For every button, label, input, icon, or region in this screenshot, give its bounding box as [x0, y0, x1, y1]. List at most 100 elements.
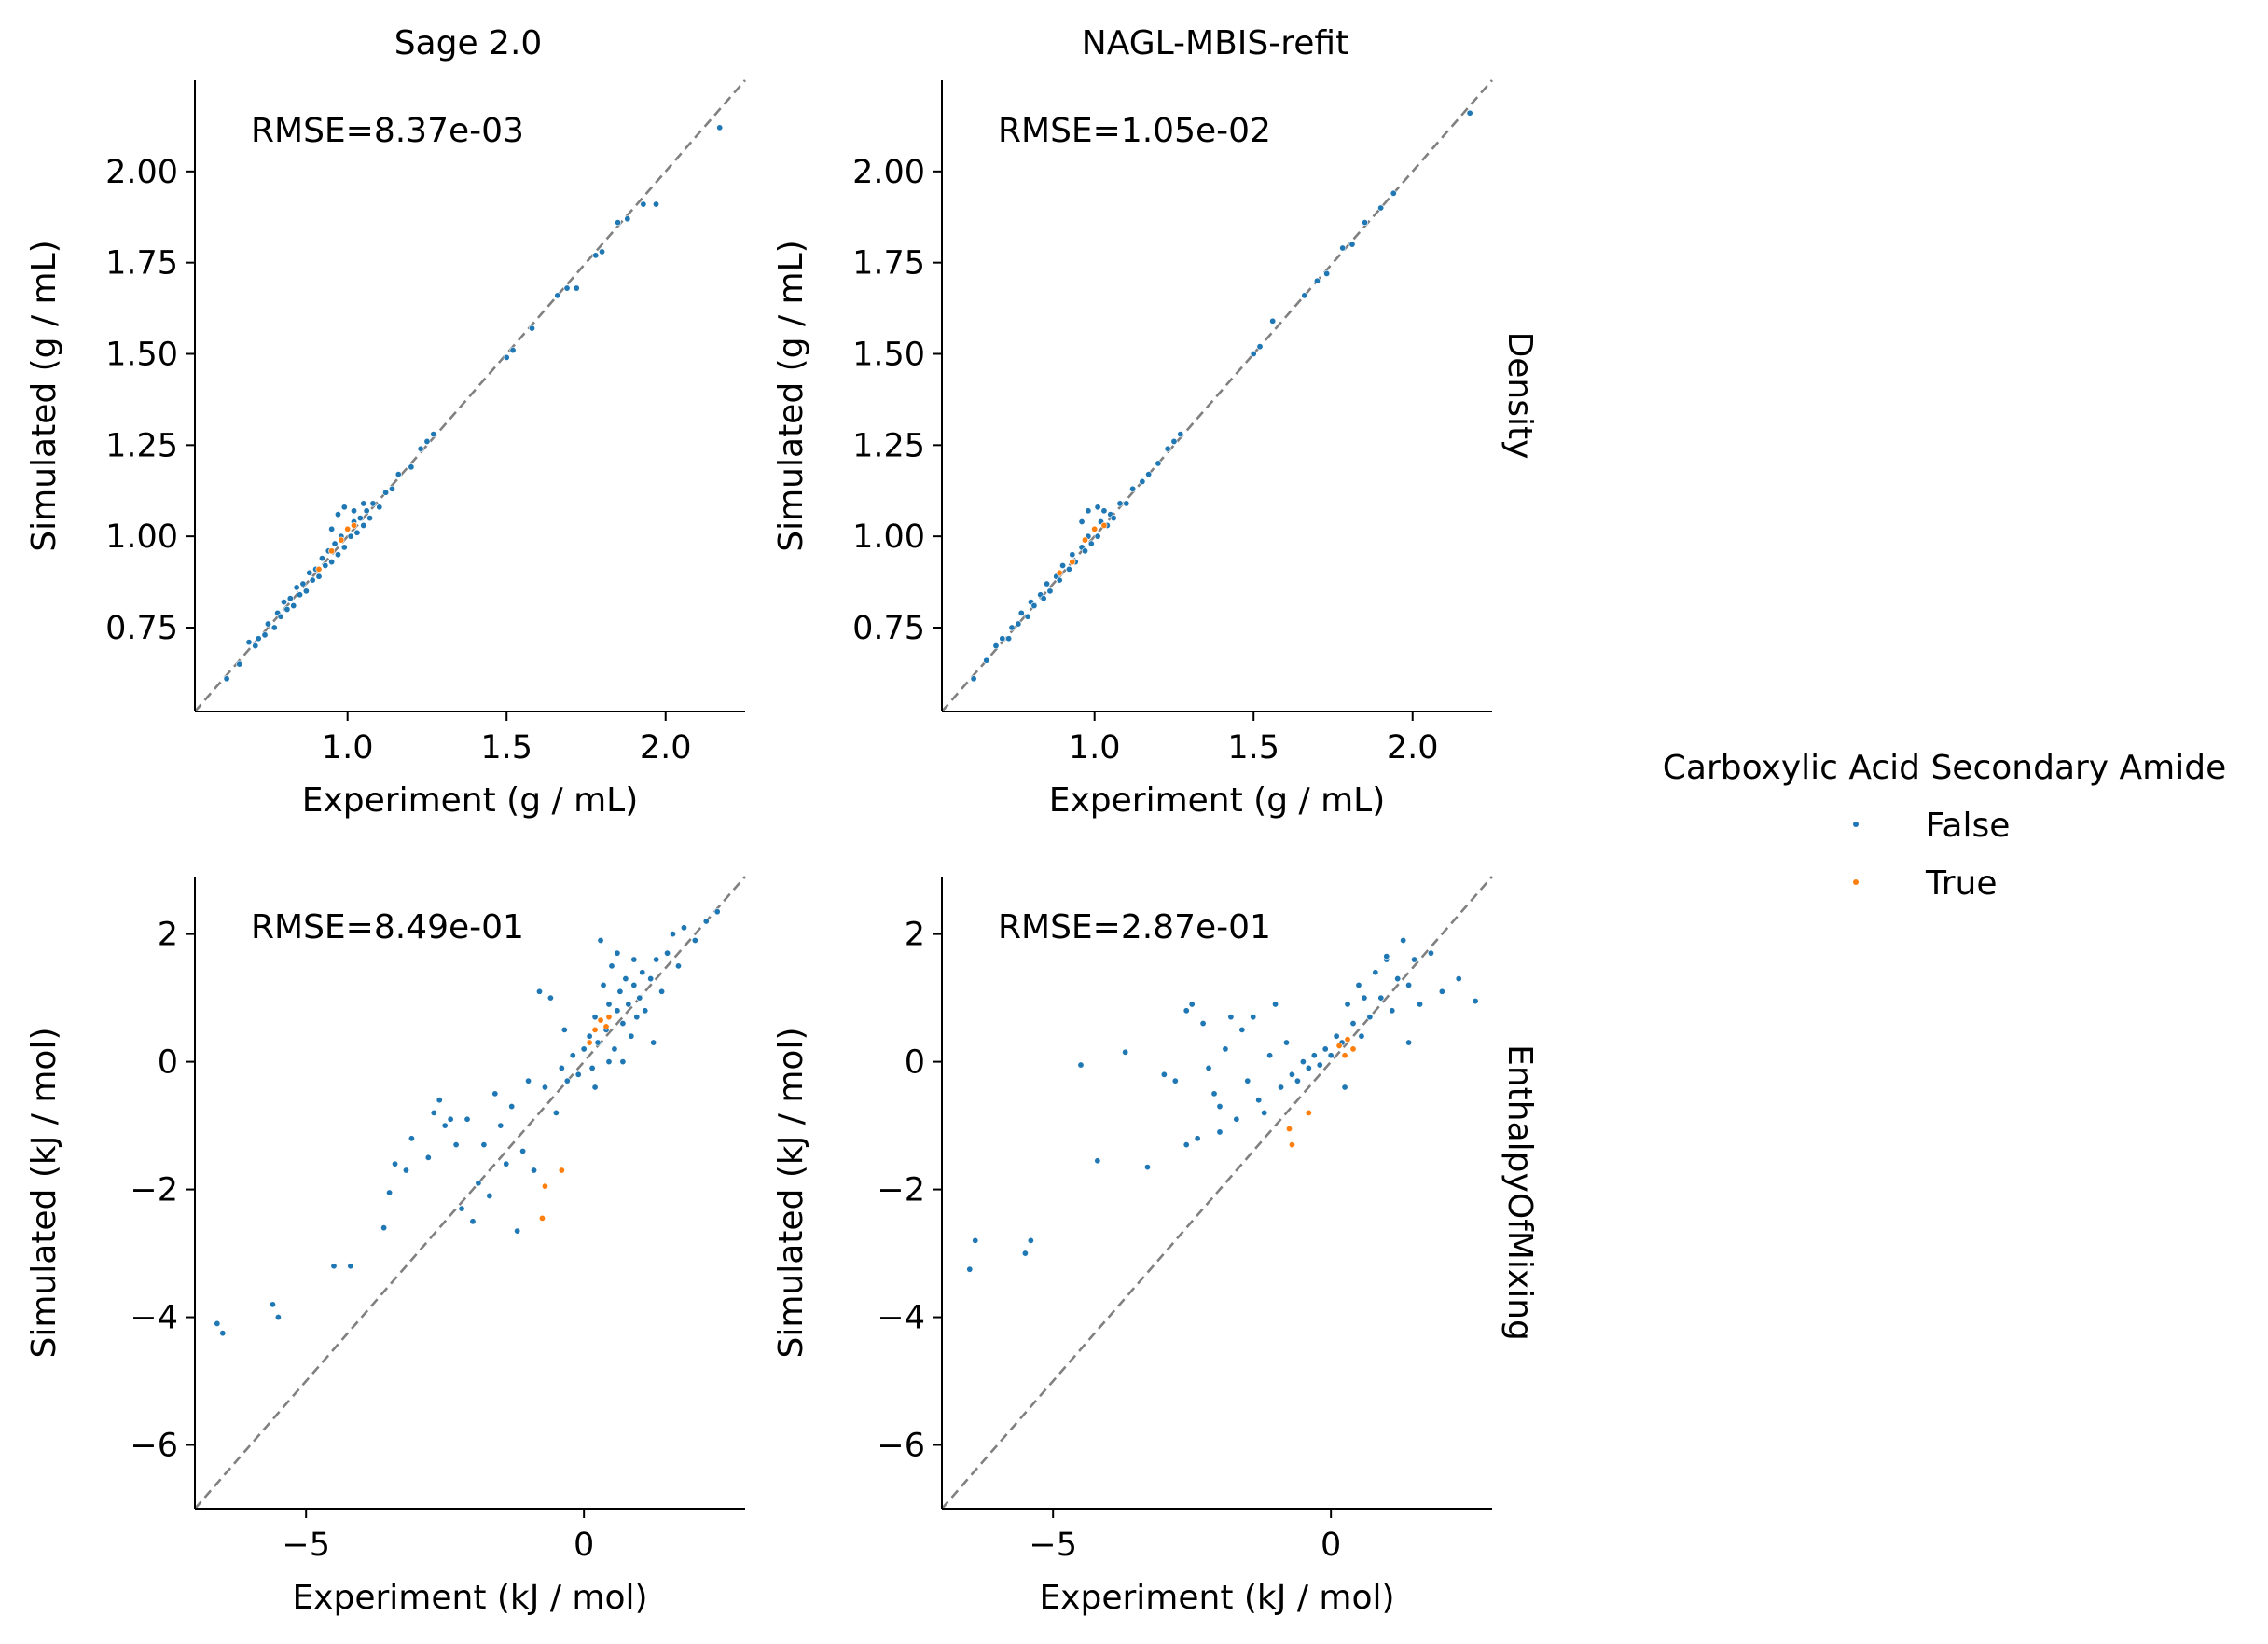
data-point [1349, 1045, 1357, 1053]
data-point [1316, 1061, 1323, 1069]
data-point [1466, 109, 1473, 117]
data-point [605, 1058, 613, 1066]
identity-line [941, 79, 1493, 712]
legend-title: Carboxylic Acid Secondary Amide [1663, 749, 2227, 787]
data-point [1244, 1077, 1252, 1084]
data-point [622, 975, 629, 983]
data-point [491, 1090, 499, 1098]
data-point [299, 580, 307, 587]
panel-hmix-sage: −5 0 −6 −4 −2 0 2 Experiment (kJ / mol) Simulate… [25, 876, 746, 1617]
data-point [552, 1109, 560, 1116]
x-tick-label: 1.5 [1227, 729, 1279, 767]
data-point [1305, 1109, 1312, 1116]
x-tick-label: 1.5 [480, 729, 532, 767]
data-point [1377, 204, 1385, 212]
x-tick-label: 2.0 [640, 729, 692, 767]
data-point [680, 924, 687, 932]
series-false [214, 908, 721, 1337]
data-point [639, 969, 646, 976]
legend: Carboxylic Acid Secondary Amide False Tr… [1663, 749, 2227, 903]
identity-line [194, 876, 746, 1510]
data-point [318, 555, 325, 562]
data-point [605, 1001, 613, 1008]
data-point [1069, 559, 1076, 566]
data-point [1094, 532, 1101, 540]
y-tick-label: 0.75 [852, 610, 925, 647]
data-point [1361, 994, 1368, 1002]
data-point [1349, 1020, 1357, 1028]
data-point [614, 1007, 621, 1015]
data-point [664, 949, 671, 957]
data-point [586, 1032, 593, 1040]
data-point [284, 605, 291, 613]
data-point [1411, 956, 1418, 963]
x-axis-label: Experiment (kJ / mol) [292, 1579, 647, 1617]
data-point [630, 981, 638, 988]
data-point [628, 1032, 635, 1040]
x-tick-label: 0 [1321, 1527, 1341, 1564]
data-point [463, 1115, 471, 1123]
data-point [538, 1214, 546, 1222]
data-point [1227, 1014, 1235, 1021]
data-point [338, 536, 345, 544]
data-point [245, 639, 253, 646]
data-point [360, 500, 367, 507]
data-point [1341, 1052, 1348, 1059]
y-tick-label: 2 [158, 917, 178, 954]
data-point [269, 1301, 276, 1308]
data-point [586, 1039, 593, 1046]
data-point [1182, 1007, 1190, 1015]
series-false [966, 936, 1479, 1273]
row-title-enthalpy: EnthalpyOfMixing [1500, 1044, 1539, 1341]
rmse-annotation: RMSE=2.87e-01 [998, 908, 1271, 946]
data-point [1182, 1141, 1190, 1149]
data-point [255, 635, 262, 642]
data-point [1383, 953, 1390, 960]
data-point [1171, 1077, 1179, 1084]
data-point [972, 1236, 979, 1244]
data-point [519, 1147, 527, 1154]
data-point [650, 1039, 657, 1046]
data-point [563, 1077, 571, 1084]
y-tick-label: −4 [877, 1300, 925, 1337]
data-point [1194, 1135, 1201, 1142]
x-axis-label: Experiment (kJ / mol) [1039, 1579, 1394, 1617]
data-point [1358, 1032, 1365, 1040]
data-point [1255, 1097, 1263, 1104]
data-point [1094, 1157, 1101, 1165]
data-point [1427, 949, 1434, 957]
data-point [1455, 975, 1462, 983]
rmse-annotation: RMSE=8.37e-03 [251, 112, 524, 150]
data-point [594, 1039, 602, 1046]
data-point [630, 956, 638, 963]
data-point [1027, 1236, 1034, 1244]
data-point [716, 124, 724, 131]
data-point [619, 1020, 627, 1028]
data-point [1321, 1045, 1329, 1053]
data-point [430, 1109, 437, 1116]
data-point [614, 949, 621, 957]
data-point [1272, 1001, 1279, 1008]
data-point [653, 200, 660, 208]
data-point [1078, 518, 1086, 526]
x-tick-label: −5 [282, 1527, 330, 1564]
data-point [588, 1064, 596, 1071]
y-tick-label: 0 [905, 1044, 925, 1082]
data-point [356, 515, 364, 522]
y-tick-label: 1.75 [105, 245, 178, 283]
data-point [1417, 1001, 1424, 1008]
y-tick-label: −6 [130, 1428, 178, 1465]
data-point [236, 660, 243, 668]
data-point [1199, 1020, 1207, 1028]
data-point [1250, 1014, 1257, 1021]
data-point [347, 532, 354, 540]
data-point [1087, 540, 1095, 547]
y-tick-label: 1.00 [105, 518, 178, 556]
panel-density-nagl: 1.0 1.5 2.0 0.75 1.00 1.25 1.50 1.75 2.00 Experim… [772, 79, 1493, 820]
data-point [402, 1167, 409, 1174]
data-point [1472, 998, 1479, 1005]
data-point [691, 936, 698, 944]
x-tick-label: 1.0 [322, 729, 374, 767]
data-point [315, 565, 323, 573]
data-point [503, 353, 510, 361]
